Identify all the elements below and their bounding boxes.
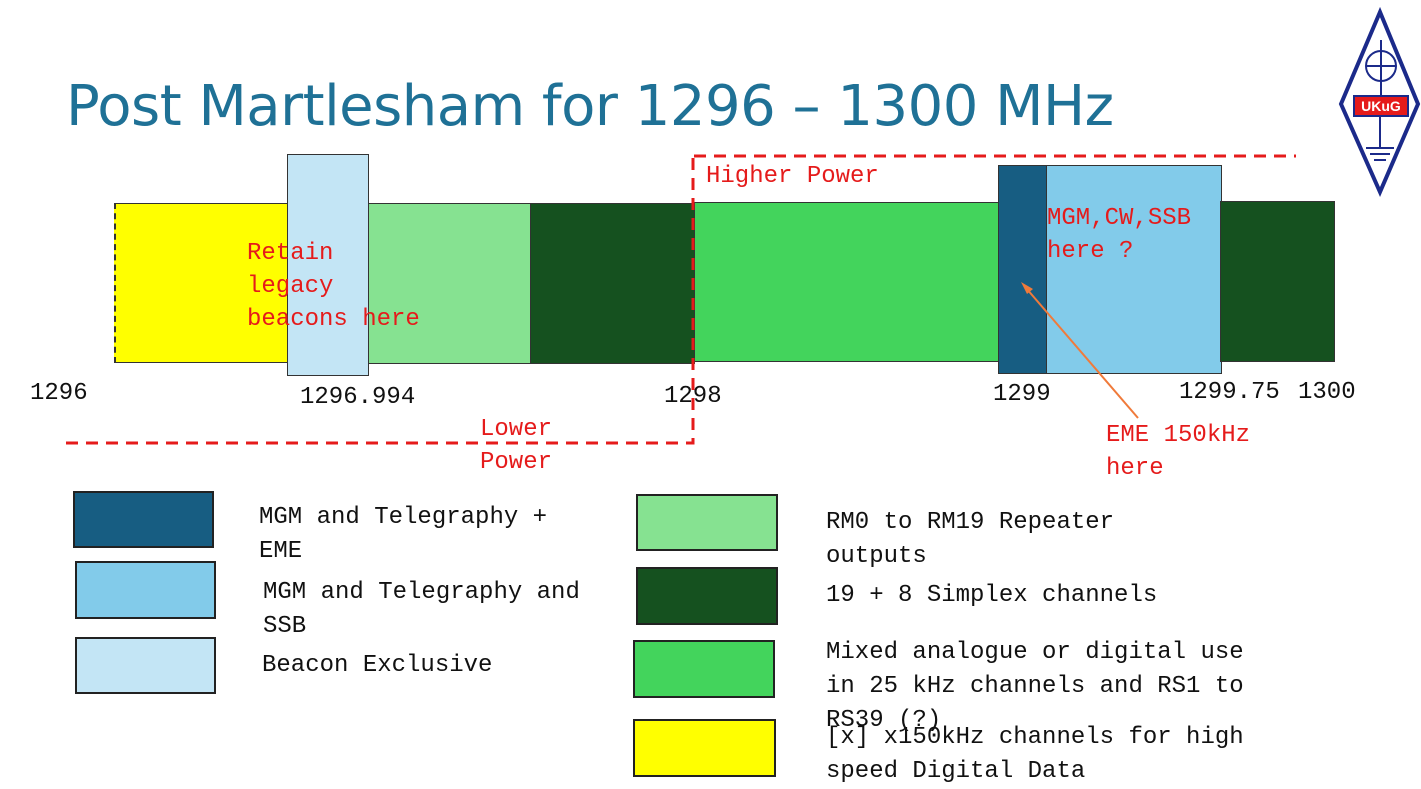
legend-label-repeater: RM0 to RM19 Repeater outputs — [826, 509, 1115, 570]
legend-swatch-simplex — [636, 567, 778, 625]
mgm-cw-ssb-label: MGM,CW,SSB here ? — [1047, 205, 1192, 265]
band-segment-mixed — [694, 202, 1000, 362]
tick-1298: 1298 — [664, 383, 722, 410]
page-title: Post Martlesham for 1296 – 1300 MHz — [66, 74, 1114, 139]
lower-power-label: Lower Power — [480, 416, 553, 476]
legend-label-mgm-eme: MGM and Telegraphy + EME — [259, 504, 548, 565]
band-segment-mgm-ssb — [1046, 165, 1222, 374]
legend-label-mgm-ssb: MGM and Telegraphy and SSB — [263, 579, 580, 640]
tick-1296: 1296 — [30, 380, 88, 407]
legend-swatch-high-speed — [633, 719, 776, 777]
legend-label-mixed: Mixed analogue or digital use in 25 kHz … — [826, 639, 1244, 734]
tick-1300: 1300 — [1298, 379, 1356, 406]
band-segment-simplex-upper — [1220, 201, 1335, 362]
retain-beacons-label: Retain legacy beacons here — [247, 240, 420, 333]
legend-swatch-mixed — [633, 640, 775, 698]
band-segment-mgm-eme — [998, 165, 1048, 374]
eme-label: EME 150kHz here — [1106, 422, 1251, 482]
legend-swatch-mgm-eme — [73, 491, 214, 548]
legend-label-simplex: 19 + 8 Simplex channels — [826, 582, 1158, 609]
higher-power-label: Higher Power — [706, 163, 879, 190]
band-segment-simplex-lower — [530, 203, 695, 364]
legend-label-high-speed: [x] x150kHz channels for high speed Digi… — [826, 724, 1244, 785]
tick-1299-75: 1299.75 — [1179, 379, 1280, 406]
legend-swatch-repeater — [636, 494, 778, 551]
tick-1296-994: 1296.994 — [300, 384, 416, 411]
legend-swatch-beacon — [75, 637, 216, 694]
logo-text: UKuG — [1361, 98, 1401, 114]
tick-1299: 1299 — [993, 381, 1051, 408]
legend-label-beacon: Beacon Exclusive — [262, 652, 493, 679]
legend-swatch-mgm-ssb — [75, 561, 216, 619]
